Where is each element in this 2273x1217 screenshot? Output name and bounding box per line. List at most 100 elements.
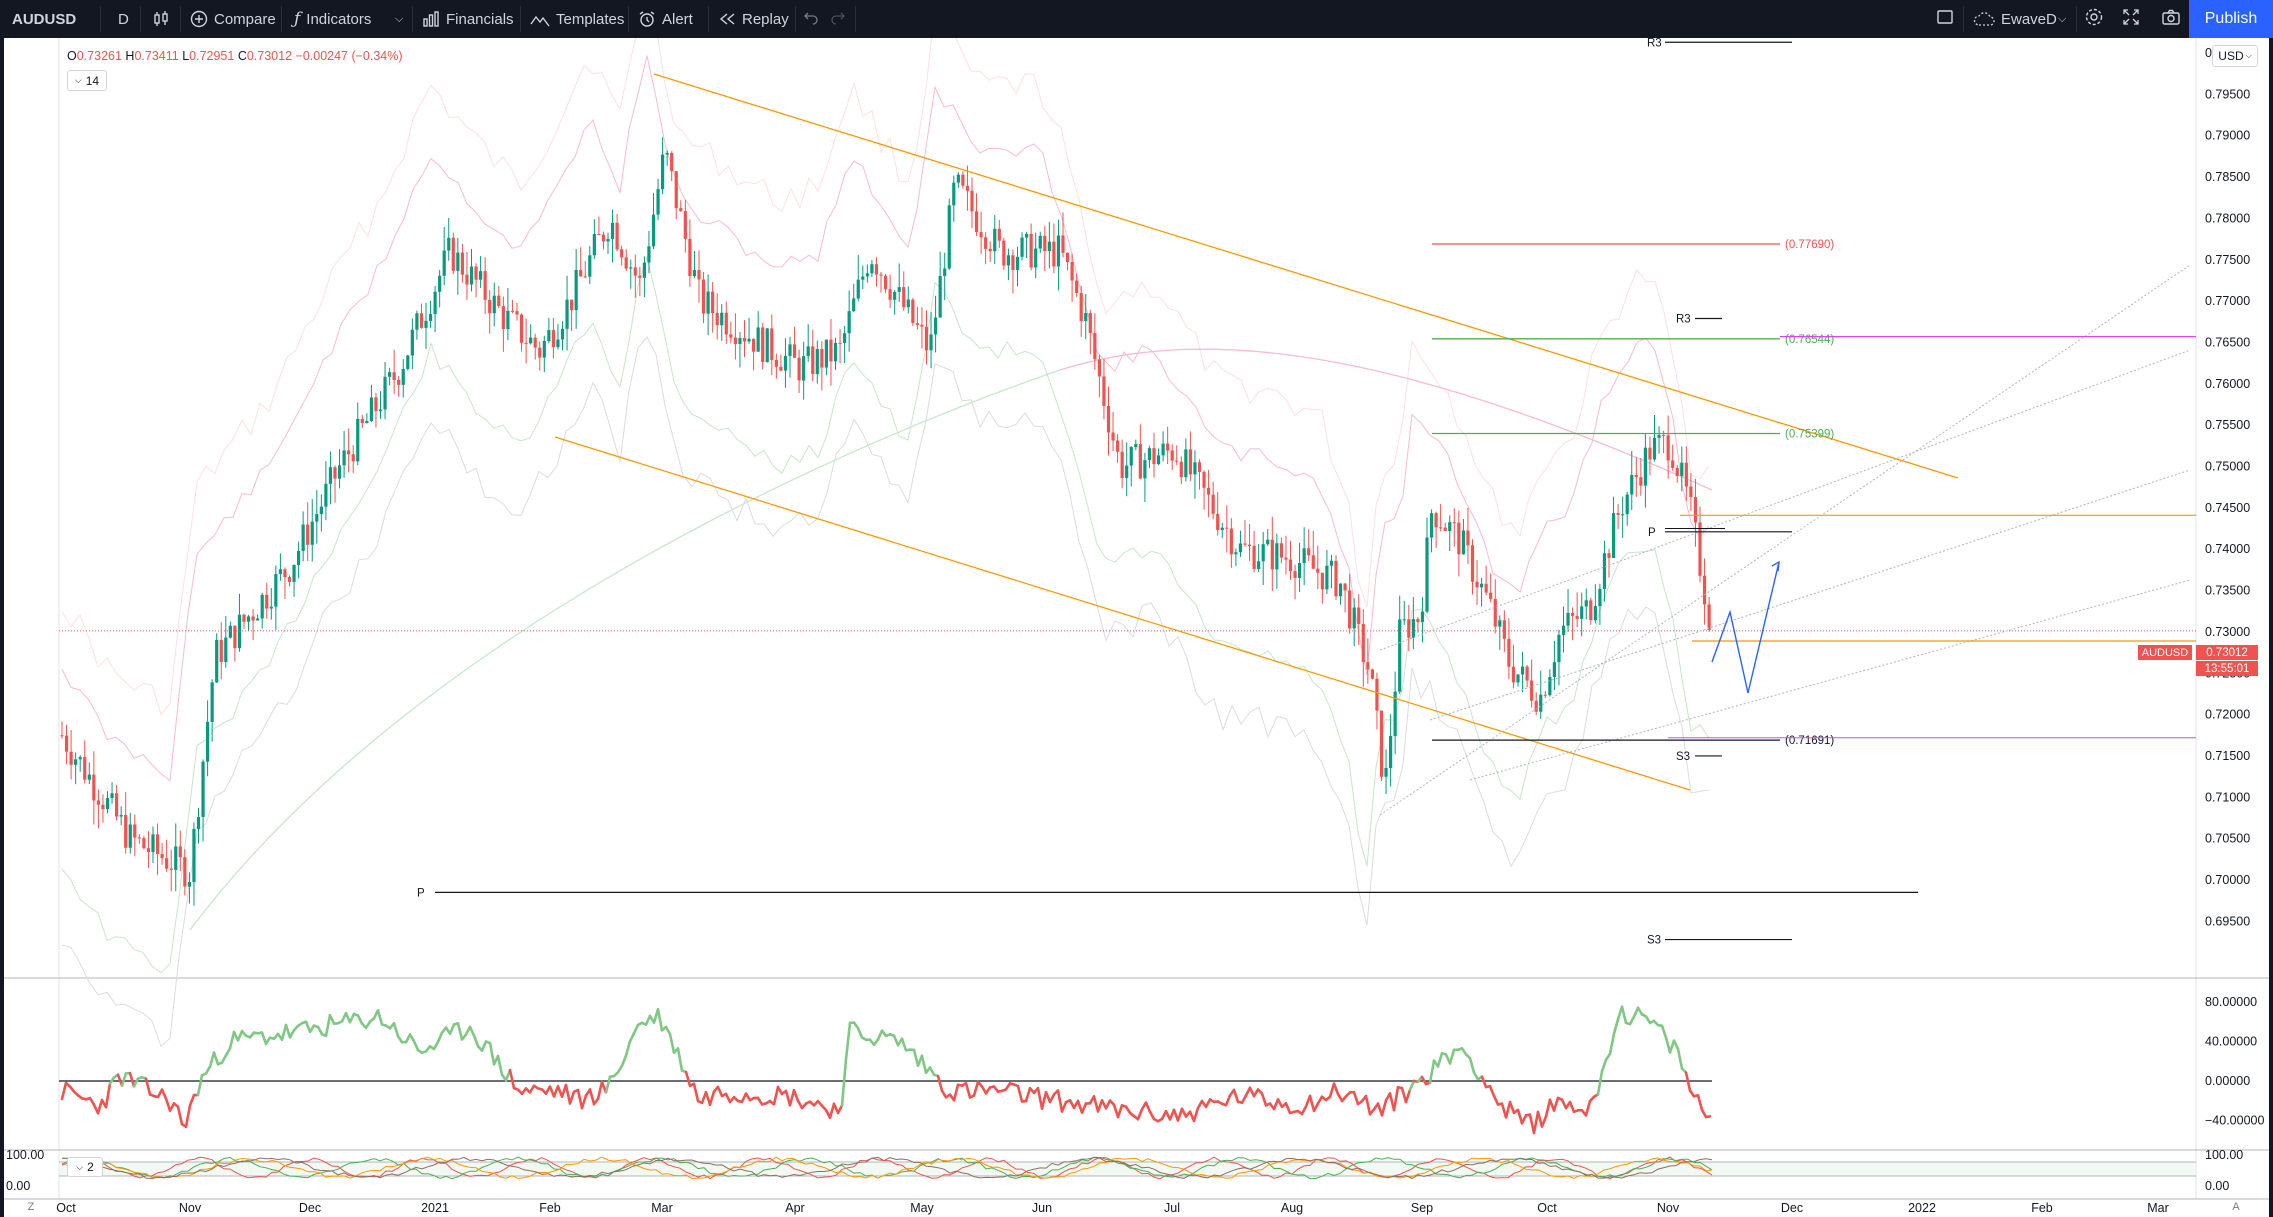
fib-level-76544-label: (0.76544) — [1785, 334, 1834, 346]
cci-segment — [1328, 1082, 1336, 1099]
candle-body — [1675, 467, 1679, 477]
auto-scale-button[interactable]: A — [2228, 1199, 2244, 1215]
candle-body — [647, 246, 651, 263]
candle-body — [1507, 638, 1511, 667]
currency-selector[interactable]: USD ⌵ — [2212, 45, 2258, 67]
compare-button[interactable]: Compare — [190, 0, 276, 38]
compare-label: Compare — [214, 10, 276, 28]
candle-body — [670, 152, 674, 172]
candles — [60, 137, 1711, 906]
chart-canvas[interactable]: (0.77690) (0.76544) (0.75399) (0.71691) R3 R3… — [4, 38, 2269, 1217]
replay-button[interactable]: Replay — [718, 0, 789, 38]
candle-body — [715, 313, 719, 326]
candle-body — [1520, 666, 1525, 675]
settings-button[interactable] — [2084, 0, 2104, 38]
indicator-legend-toggle[interactable]: ⌵ 14 — [67, 70, 107, 91]
candle-body — [1111, 432, 1115, 441]
cci-segment — [1260, 1092, 1268, 1107]
candle-body — [224, 637, 228, 662]
candle-body — [483, 271, 487, 300]
candle-body — [315, 514, 319, 522]
candle-body — [1143, 460, 1147, 479]
snapshot-button[interactable] — [2161, 0, 2181, 38]
candle-body — [1602, 553, 1607, 589]
cci-segment — [892, 1034, 900, 1047]
candle-body — [1279, 543, 1283, 558]
candle-body — [333, 467, 337, 479]
candle-body — [265, 594, 269, 609]
cci-segment — [176, 1105, 184, 1126]
candle-body — [792, 344, 797, 358]
candle-body — [551, 330, 555, 348]
candle-body — [165, 858, 169, 869]
cci-segment — [972, 1080, 980, 1097]
alert-button[interactable]: Alert — [638, 0, 693, 38]
candle-body — [447, 237, 451, 251]
cci-segment — [1468, 1056, 1476, 1074]
cci-segment — [1472, 1071, 1480, 1081]
cci-tick-label: 0.00000 — [2205, 1074, 2250, 1088]
candle-body — [1047, 241, 1051, 252]
fullscreen-button[interactable] — [2122, 0, 2140, 38]
candle-body — [1452, 522, 1456, 524]
stoch-line — [61, 1156, 1713, 1180]
pivot-s3-mid-label: S3 — [1676, 751, 1690, 763]
layout-dropdown[interactable]: ⌵ — [2058, 0, 2066, 38]
time-tick-label: Jun — [1032, 1201, 1052, 1215]
candle-body — [406, 355, 410, 370]
replay-label: Replay — [742, 10, 789, 28]
candle-body — [733, 337, 737, 344]
candle-body — [1343, 583, 1347, 591]
candle-body — [629, 267, 633, 269]
cci-segment — [496, 1054, 504, 1076]
candle-body — [1525, 666, 1529, 681]
candle-body — [1511, 666, 1516, 683]
price-tick-label: 0.73500 — [2205, 584, 2250, 598]
candle-body — [1379, 710, 1384, 777]
cci-segment — [1364, 1094, 1372, 1116]
candle-body — [1038, 235, 1042, 249]
candle-body — [1120, 451, 1124, 479]
time-tick-label: Feb — [539, 1201, 561, 1215]
cci-segment — [1404, 1088, 1412, 1104]
layout-toggle-button[interactable] — [1936, 0, 1954, 38]
cci-segment — [1704, 1115, 1712, 1119]
price-tag-value: 0.73012 — [2196, 645, 2258, 660]
financials-button[interactable]: Financials — [422, 0, 514, 38]
redo-button[interactable] — [830, 0, 846, 38]
candle-body — [1698, 522, 1702, 576]
left-edge — [0, 38, 4, 1217]
layout-name-button[interactable]: EwaveD — [1973, 0, 2057, 38]
undo-button[interactable] — [803, 0, 819, 38]
divider — [412, 6, 413, 32]
cci-segment — [1016, 1084, 1024, 1103]
candle-body — [1502, 620, 1506, 639]
candle-body — [451, 237, 455, 271]
chart-type-button[interactable] — [152, 0, 176, 38]
zoom-corner-button[interactable]: Z — [23, 1199, 39, 1215]
candle-body — [383, 376, 387, 410]
indicators-button[interactable]: ƒ Indicators — [294, 0, 371, 38]
indicators-dropdown[interactable]: ⌵ — [395, 0, 403, 38]
cci-segment — [1408, 1079, 1416, 1092]
cci-segment — [1192, 1106, 1200, 1123]
publish-button[interactable]: Publish — [2189, 0, 2273, 38]
candle-body — [1307, 548, 1311, 556]
interval-button[interactable]: D — [118, 0, 129, 38]
candle-body — [515, 311, 519, 315]
cci-segment — [1684, 1071, 1692, 1092]
candle-body — [155, 834, 160, 854]
candle-body — [324, 483, 328, 507]
low-value: 0.72951 — [189, 49, 235, 63]
candle-body — [1561, 625, 1566, 635]
symbol-search[interactable]: AUDUSD — [12, 0, 76, 38]
camera-icon — [2161, 8, 2181, 30]
time-tick-label: Nov — [1657, 1201, 1680, 1215]
cci-segment — [632, 1023, 640, 1035]
sub-indicator-legend-toggle[interactable]: ⌵ 2 — [67, 1157, 103, 1177]
pivot-r3-top-label: R3 — [1647, 38, 1662, 49]
templates-button[interactable]: Templates — [530, 0, 624, 38]
candle-body — [934, 317, 938, 335]
envelope-lower — [61, 335, 1710, 1048]
cci-segment — [644, 1014, 652, 1026]
